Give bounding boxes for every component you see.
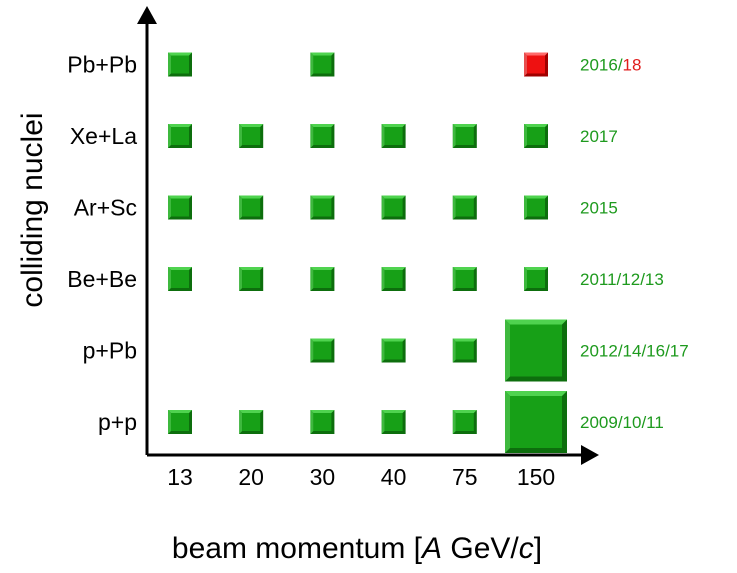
- y-tick-label: Pb+Pb: [67, 52, 137, 78]
- data-point-marker: [381, 410, 406, 434]
- data-point-marker: [168, 267, 192, 291]
- data-point-marker: [168, 410, 192, 434]
- data-point-marker: [168, 195, 192, 220]
- year-labels: 2009/10/11 2012/14/16/17 2011/12/13 2015 201…: [580, 56, 689, 433]
- data-point-marker: [239, 267, 264, 291]
- y-tick-label: Be+Be: [67, 266, 137, 292]
- data-point-marker: [452, 195, 477, 220]
- data-point-marker: [310, 124, 335, 148]
- data-markers: [168, 52, 567, 453]
- data-point-marker: [310, 195, 335, 220]
- year-label: 2017: [580, 127, 618, 146]
- data-point-marker: [505, 319, 567, 382]
- data-point-marker: [239, 124, 264, 148]
- data-point-marker: [239, 410, 264, 434]
- x-axis-arrow-icon: [581, 445, 599, 465]
- year-label: 2015: [580, 199, 618, 218]
- y-tick-label: p+p: [98, 409, 137, 435]
- data-point-marker: [310, 410, 335, 434]
- y-tick-label: p+Pb: [83, 338, 137, 364]
- data-point-marker: [381, 338, 406, 363]
- data-point-marker: [168, 124, 192, 148]
- data-point-marker: [381, 195, 406, 220]
- data-point-marker: [524, 267, 548, 291]
- data-point-marker: [310, 267, 335, 291]
- data-point-marker: [168, 52, 192, 77]
- data-point-marker: [452, 124, 477, 148]
- data-point-marker: [524, 195, 548, 220]
- year-label: 2012/14/16/17: [580, 342, 689, 361]
- data-point-marker: [524, 124, 548, 148]
- x-tick-label: 30: [310, 464, 336, 490]
- x-tick-labels: 13 20 30 40 75 150: [167, 464, 555, 490]
- data-point-marker: [381, 124, 406, 148]
- y-tick-label: Ar+Sc: [74, 195, 137, 221]
- y-axis-arrow-icon: [137, 6, 157, 24]
- data-point-marker: [452, 410, 477, 434]
- x-tick-label: 150: [517, 464, 555, 490]
- data-point-marker: [452, 267, 477, 291]
- y-tick-label: Xe+La: [70, 123, 137, 149]
- year-label: 2009/10/11: [580, 413, 664, 432]
- x-axis-title: beam momentum [A GeV/c]: [172, 532, 542, 565]
- x-tick-label: 40: [381, 464, 407, 490]
- x-tick-label: 75: [452, 464, 478, 490]
- year-label: 2016/18: [580, 56, 641, 75]
- data-point-marker: [239, 195, 264, 220]
- data-point-marker: [310, 338, 335, 363]
- x-tick-label: 20: [238, 464, 264, 490]
- y-tick-labels: p+p p+Pb Be+Be Ar+Sc Xe+La Pb+Pb: [67, 52, 137, 436]
- year-label: 2011/12/13: [580, 270, 664, 289]
- data-point-marker: [310, 52, 335, 77]
- y-axis-title: colliding nuclei: [16, 112, 49, 307]
- data-point-marker: [524, 52, 548, 77]
- data-point-marker: [505, 391, 567, 453]
- axes: [137, 6, 599, 465]
- data-point-marker: [452, 338, 477, 363]
- x-tick-label: 13: [167, 464, 193, 490]
- data-point-marker: [381, 267, 406, 291]
